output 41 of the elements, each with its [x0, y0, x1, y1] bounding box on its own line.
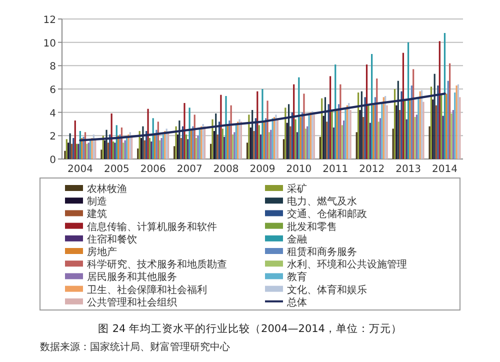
legend-label: 教育: [287, 271, 307, 284]
legend-label: 租赁和商务服务: [287, 246, 357, 258]
x-tick-label: 2011: [322, 164, 348, 175]
y-tick-label: 8: [50, 62, 56, 73]
legend-label: 房地产: [87, 246, 117, 258]
y-tick-label: 6: [50, 85, 56, 96]
y-tick-label: 10: [43, 38, 56, 50]
x-tick-label: 2014: [432, 164, 458, 175]
legend-label: 科学研究、技术服务和地质勘查: [87, 258, 227, 271]
x-tick-label: 2008: [213, 164, 239, 175]
source-note: 数据来源：国家统计局、财富管理研究中心: [40, 341, 230, 353]
x-tick-label: 2006: [140, 164, 166, 175]
legend-label: 文化、体育和娱乐: [287, 284, 367, 296]
legend-label: 农林牧渔: [87, 183, 127, 195]
y-tick-label: 12: [43, 15, 56, 26]
y-tick-label: 2: [50, 132, 56, 143]
legend-label: 电力、燃气及水: [287, 196, 357, 208]
x-tick-label: 2012: [359, 164, 385, 175]
x-tick-label: 2005: [104, 164, 130, 175]
y-tick-label: 4: [50, 108, 56, 120]
legend-label: 金融: [287, 233, 307, 246]
x-tick-label: 2013: [396, 164, 422, 175]
x-tick-label: 2004: [68, 164, 93, 175]
legend-label: 公共管理和社会组织: [87, 296, 177, 308]
line-series: [79, 92, 446, 142]
legend-label: 制造: [87, 196, 107, 208]
y-tick-label: 0: [50, 155, 56, 166]
legend-label: 采矿: [287, 183, 307, 195]
legend-label: 建筑: [86, 208, 107, 220]
legend-label: 卫生、社会保障和社会福利: [87, 284, 207, 296]
legend-label: 居民服务和其他服务: [87, 271, 177, 284]
x-tick-label: 2009: [250, 164, 276, 175]
legend-label: 住宿和餐饮: [87, 233, 137, 246]
legend-label: 信息传输、计算机服务和软件: [87, 220, 217, 233]
text: 图 24 年均工资水平的行业比较（2004—2014，单位：万元）: [98, 322, 402, 335]
x-tick-label: 2010: [286, 164, 312, 175]
x-tick-label: 2007: [176, 164, 202, 175]
legend-label: 交通、仓储和邮政: [287, 208, 367, 220]
legend-label: 水利、环境和公共设施管理: [287, 258, 407, 271]
legend-label: 批发和零售: [287, 220, 337, 233]
legend-label: 总体: [286, 296, 307, 308]
